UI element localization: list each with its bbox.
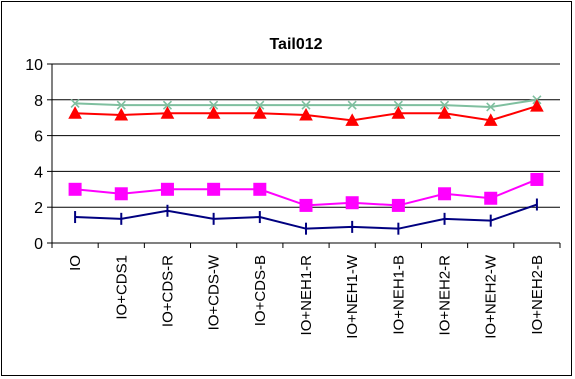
data-point (347, 100, 357, 110)
data-point (68, 182, 82, 196)
series-1 (70, 95, 542, 112)
data-point (70, 98, 80, 108)
data-point (391, 198, 405, 212)
data-point (301, 100, 311, 110)
x-tick-label: IO+NEH1-R (298, 255, 315, 336)
data-point (207, 182, 221, 196)
data-point (114, 187, 128, 201)
gridlines (47, 63, 560, 244)
y-tick-label: 6 (34, 129, 43, 146)
data-point (160, 182, 174, 196)
data-point (391, 106, 406, 119)
y-tick-label: 4 (34, 164, 43, 181)
plot-area (52, 64, 560, 243)
x-tick-label: IO+CDS1 (113, 255, 130, 320)
x-axis-labels: IO IO+CDS1 IO+CDS-R IO+CDS-W IO+CDS-B IO+NEH1… (67, 254, 546, 339)
series-lines (68, 95, 544, 235)
data-point (206, 106, 221, 119)
data-point (114, 107, 129, 121)
y-tick-label: 8 (34, 93, 43, 110)
x-tick-label: IO (67, 255, 84, 271)
y-axis-labels: 0 2 4 6 8 10 (25, 57, 43, 253)
data-point (345, 113, 360, 126)
series-2 (68, 99, 544, 126)
data-point (530, 172, 544, 186)
data-point (393, 100, 403, 110)
x-tick-label: IO+CDS-R (159, 255, 176, 327)
data-point (116, 100, 126, 110)
data-point (252, 106, 267, 119)
data-point (299, 198, 313, 212)
data-point (253, 182, 267, 196)
x-tick-label: IO+NEH1-B (390, 255, 407, 335)
data-point (439, 100, 450, 110)
data-point (160, 106, 175, 119)
data-point (68, 106, 82, 119)
axes (51, 64, 561, 248)
x-tick-label: IO+NEH2-B (529, 255, 546, 335)
x-tick-label: IO+NEH2-R (437, 255, 454, 336)
plot-background (52, 64, 560, 243)
data-point (437, 106, 452, 119)
y-tick-label: 2 (34, 200, 43, 217)
data-point (209, 100, 219, 110)
series-4 (74, 198, 538, 235)
x-tick-label: IO+CDS-B (252, 255, 269, 326)
data-point (299, 107, 313, 121)
data-point (483, 113, 498, 126)
x-tick-label: IO+CDS-W (206, 254, 223, 330)
data-point (345, 196, 359, 210)
y-tick-label: 10 (25, 57, 43, 74)
data-point (484, 191, 498, 205)
data-point (438, 187, 452, 201)
chart-title: Tail012 (269, 36, 322, 53)
data-point (162, 100, 173, 110)
x-tick-label: IO+NEH2-W (483, 254, 500, 339)
series-3 (68, 172, 544, 212)
y-tick-label: 0 (34, 236, 43, 253)
x-tick-label: IO+NEH1-W (344, 254, 361, 339)
data-point (486, 102, 496, 112)
data-point (255, 100, 265, 110)
data-point (530, 99, 544, 112)
